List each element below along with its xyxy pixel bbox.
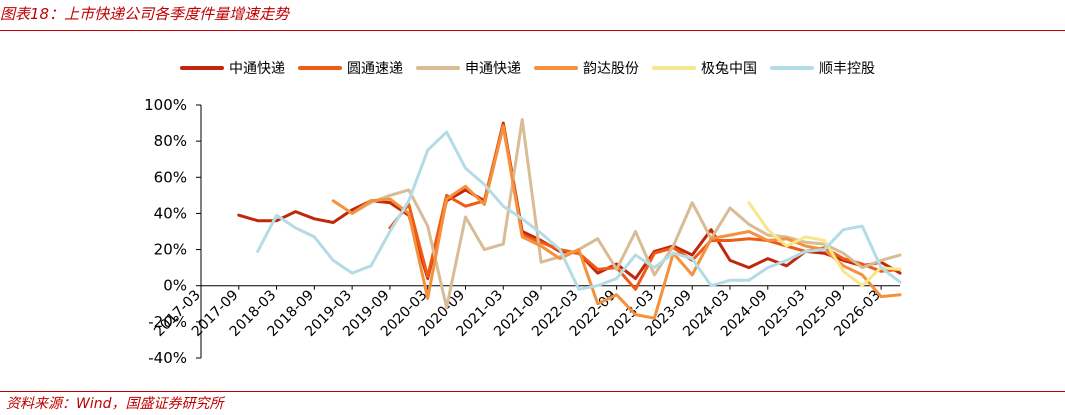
bottom-rule	[0, 391, 1065, 392]
series-group	[237, 118, 902, 320]
y-tick-label: 20%	[154, 241, 187, 259]
series-line-3	[331, 125, 902, 320]
series-line-4	[747, 201, 902, 288]
chart-title: 图表18：上市快递公司各季度件量增速走势	[0, 5, 290, 23]
y-tick-label: 100%	[144, 96, 187, 114]
top-rule	[0, 30, 1065, 31]
legend: 中通快递 圆通速递 申通快递 韵达股份 极兔中国 顺丰控股	[180, 61, 875, 77]
y-tick-label: -20%	[148, 313, 187, 331]
series-line-2	[350, 118, 902, 309]
legend-label-2: 申通快递	[465, 61, 521, 77]
y-tick-label: 40%	[154, 204, 187, 222]
legend-label-3: 韵达股份	[583, 61, 639, 77]
series-line-5	[256, 130, 902, 291]
y-tick-label: -40%	[148, 349, 187, 367]
y-tick-label: 0%	[163, 277, 187, 295]
legend-label-1: 圆通速递	[347, 61, 403, 77]
legend-label-5: 顺丰控股	[819, 61, 875, 77]
legend-label-0: 中通快递	[229, 61, 285, 77]
y-tick-label: 60%	[154, 168, 187, 186]
y-tick-label: 80%	[154, 132, 187, 150]
source-note: 资料来源：Wind，国盛证券研究所	[6, 396, 224, 412]
legend-label-4: 极兔中国	[701, 61, 757, 77]
